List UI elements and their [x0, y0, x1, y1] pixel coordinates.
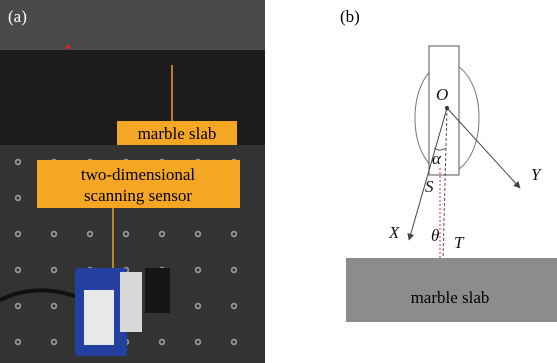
symbol-alpha: α — [432, 149, 442, 168]
slab-label: marble slab — [411, 288, 490, 307]
symbol-x: X — [388, 223, 400, 242]
slab-label: marble slab — [138, 124, 217, 143]
panel-label: (a) — [8, 7, 27, 26]
schematic-panel: (b) O α S Y X θ T marble slab — [340, 7, 557, 322]
symbol-o: O — [436, 85, 448, 104]
origin-point — [445, 106, 449, 110]
symbol-t: T — [454, 233, 465, 252]
sensor-mount — [145, 268, 170, 313]
sensor-label: scanning sensor — [84, 186, 192, 205]
panel-label: (b) — [340, 7, 360, 26]
symbol-s: S — [425, 177, 434, 196]
symbol-theta: θ — [431, 226, 439, 245]
sensor-label-plate — [84, 290, 114, 345]
sensor-label: two-dimensional — [81, 165, 196, 184]
sensor-bracket — [120, 272, 142, 332]
slab-top — [0, 0, 265, 50]
laser-spot — [66, 45, 70, 49]
figure: marble slab two-dimensional scanning sen… — [0, 0, 557, 363]
photo-panel: marble slab two-dimensional scanning sen… — [0, 0, 265, 363]
symbol-y: Y — [531, 165, 542, 184]
